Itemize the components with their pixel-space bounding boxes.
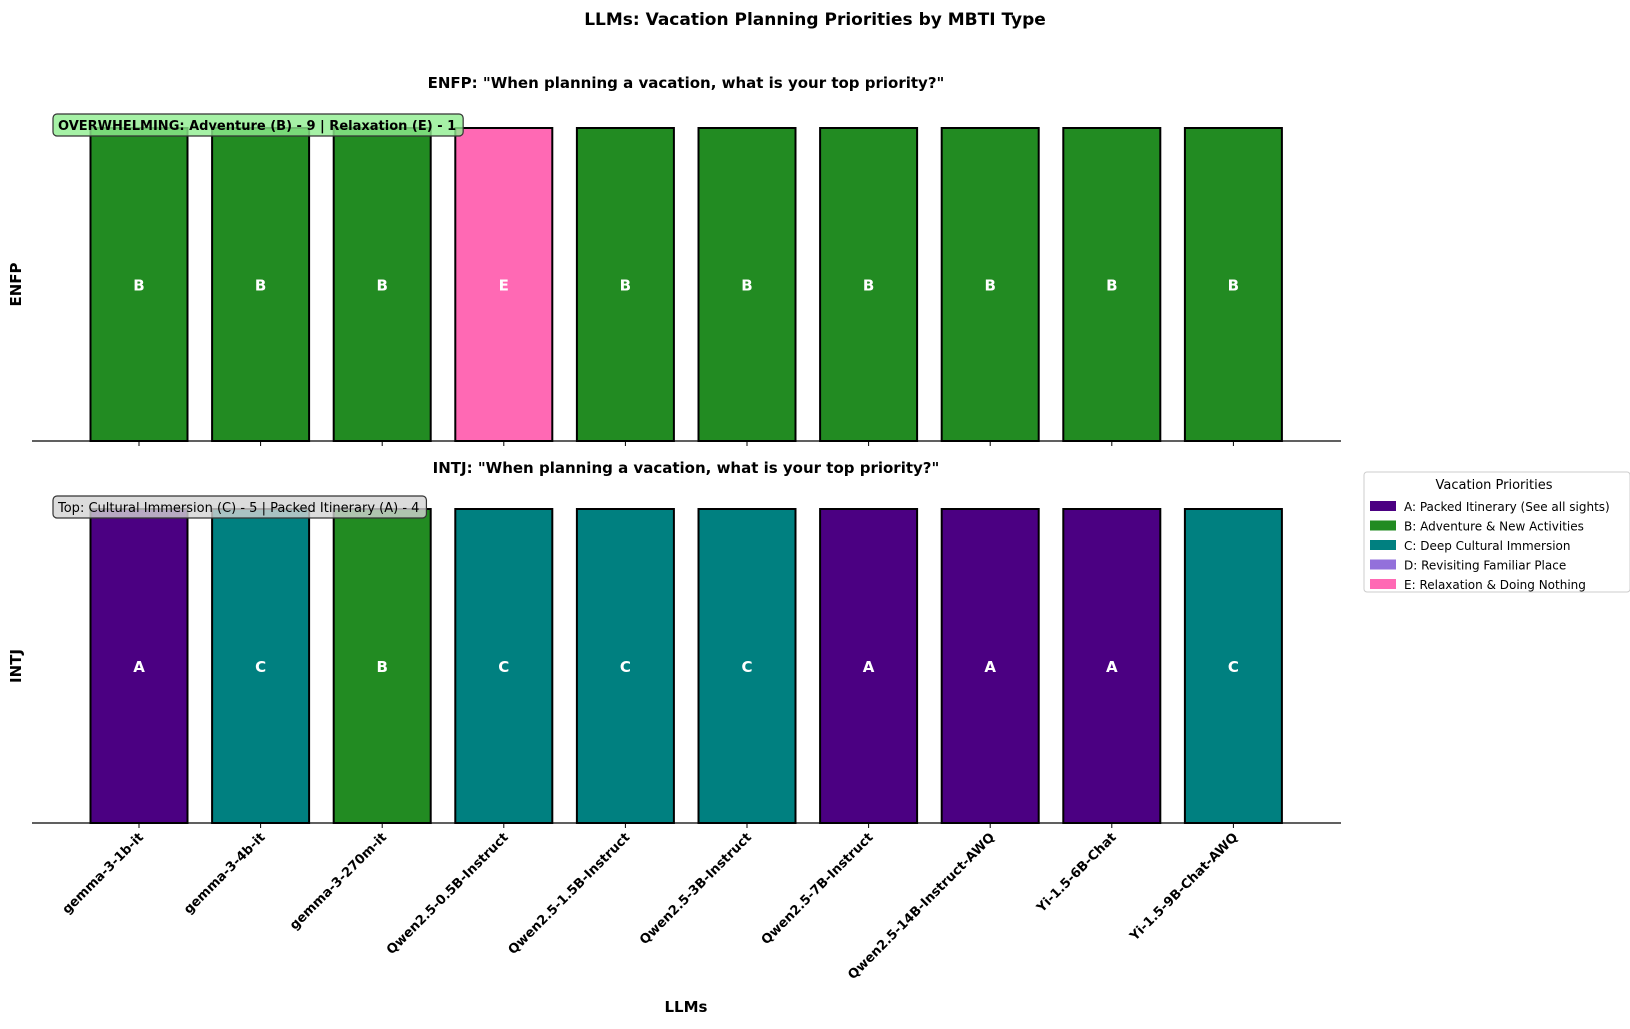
bar-label: C [620, 658, 631, 676]
bar [575, 508, 675, 824]
bar-label: A [863, 658, 875, 676]
annotation-text: Top: Cultural Immersion (C) - 5 | Packed… [57, 501, 419, 516]
legend-title: Vacation Priorities [1436, 478, 1553, 493]
bar [211, 127, 311, 442]
annotation: OVERWHELMING: Adventure (B) - 9 | Relaxa… [52, 113, 464, 137]
legend-entry: E: Relaxation & Doing Nothing [1404, 578, 1586, 592]
bar-label: B [741, 277, 752, 295]
bar-label: B [863, 277, 874, 295]
chart-title: LLMs: Vacation Planning Priorities by MB… [584, 10, 1046, 30]
legend-entry: C: Deep Cultural Immersion [1404, 539, 1571, 553]
bar-label: A [133, 658, 145, 676]
legend: Vacation Priorities A: Packed Itinerary (… [1363, 471, 1630, 593]
bar [819, 127, 919, 442]
x-axis-label: LLMs [665, 998, 708, 1016]
panel-intj: INTJ: "When planning a vacation, what is… [7, 459, 1341, 828]
bar [819, 508, 919, 824]
bar-label: B [1106, 277, 1117, 295]
bar [89, 508, 189, 824]
legend-entry: A: Packed Itinerary (See all sights) [1404, 500, 1610, 514]
bar-label: A [984, 658, 996, 676]
x-tick-label: Qwen2.5-1.5B-Instruct [506, 830, 634, 958]
bar [89, 127, 189, 442]
bar [697, 127, 797, 442]
bar [454, 508, 554, 824]
bar-label: C [1228, 658, 1239, 676]
x-tick-label: gemma-3-1b-it [60, 830, 147, 917]
bar [575, 127, 675, 442]
panel-title: ENFP: "When planning a vacation, what is… [428, 74, 945, 92]
bar-label: B [620, 277, 631, 295]
legend-swatch [1370, 520, 1396, 531]
bar [211, 508, 311, 824]
x-tick-label: Qwen2.5-7B-Instruct [759, 830, 877, 948]
bar-label: B [133, 277, 144, 295]
panel-title: INTJ: "When planning a vacation, what is… [433, 459, 940, 477]
bar-label: B [984, 277, 995, 295]
bar-label: C [741, 658, 752, 676]
bar [332, 508, 432, 824]
bar [1183, 127, 1283, 442]
bar-label: C [255, 658, 266, 676]
bar-label: A [1106, 658, 1118, 676]
legend-entry: B: Adventure & New Activities [1404, 520, 1584, 534]
x-tick-labels: gemma-3-1b-it gemma-3-4b-it gemma-3-270m-i… [60, 830, 1242, 983]
legend-swatch [1370, 579, 1396, 589]
legend-swatch [1370, 501, 1396, 511]
panel-enfp: ENFP: "When planning a vacation, what is… [7, 74, 1341, 446]
y-axis-label: ENFP [7, 262, 25, 306]
bar [697, 508, 797, 824]
x-tick-label: Qwen2.5-0.5B-Instruct [384, 830, 512, 958]
x-tick-label: Yi-1.5-6B-Chat [1033, 830, 1119, 916]
legend-swatch [1370, 540, 1396, 550]
x-tick-label: Qwen2.5-14B-Instruct-AWQ [845, 830, 998, 983]
x-tick-label: Qwen2.5-3B-Instruct [637, 830, 755, 948]
bar-label: B [1228, 277, 1239, 295]
bar-label: B [376, 277, 387, 295]
bar [940, 508, 1040, 824]
bar [332, 127, 432, 442]
legend-swatch [1370, 559, 1396, 570]
bar-label: C [498, 658, 509, 676]
annotation: Top: Cultural Immersion (C) - 5 | Packed… [52, 495, 428, 519]
bar-label: B [376, 658, 387, 676]
legend-frame [1363, 471, 1630, 593]
annotation-text: OVERWHELMING: Adventure (B) - 9 | Relaxa… [58, 119, 456, 134]
bar-label: B [255, 277, 266, 295]
bar [940, 127, 1040, 442]
y-axis-label: INTJ [7, 649, 25, 683]
legend-entry: D: Revisiting Familiar Place [1404, 559, 1566, 573]
x-tick-label: gemma-3-4b-it [181, 830, 268, 917]
x-tick-label: gemma-3-270m-it [287, 830, 390, 933]
bar-label: E [499, 277, 509, 295]
x-tick-label: Yi-1.5-9B-Chat-AWQ [1127, 830, 1242, 945]
bar [1062, 508, 1162, 824]
